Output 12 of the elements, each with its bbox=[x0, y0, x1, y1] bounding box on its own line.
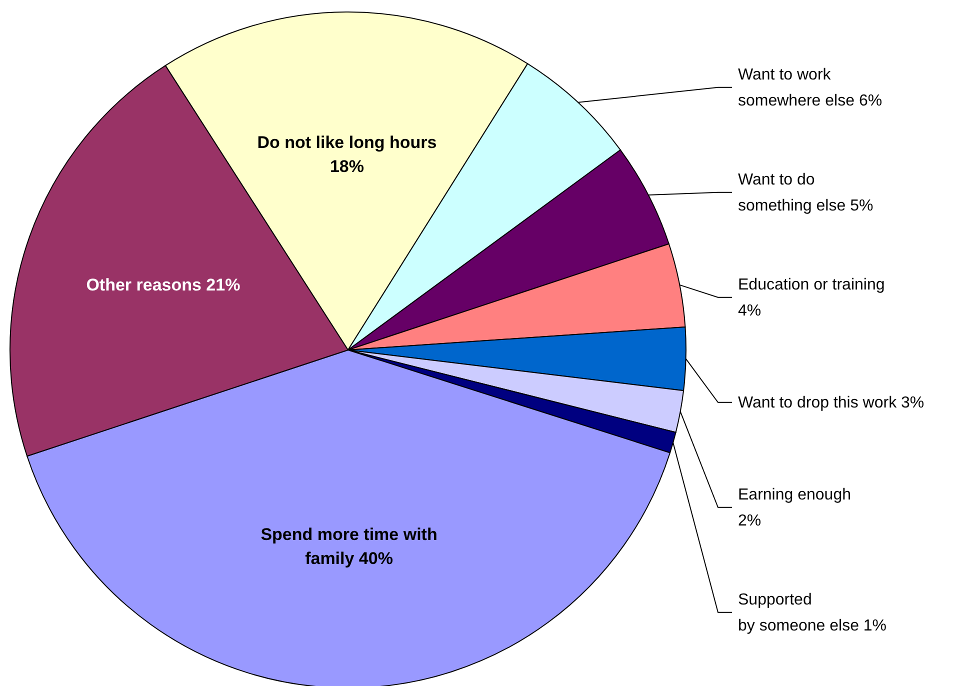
slice-label: Earning enough bbox=[738, 486, 851, 503]
data-label: 18% bbox=[330, 156, 364, 176]
slice-label: Want to work somewhere else 6% bbox=[738, 66, 882, 109]
data-label: 2% bbox=[738, 512, 762, 529]
slice-label: Do not like long hours bbox=[257, 132, 437, 152]
data-label: 4% bbox=[738, 302, 762, 319]
slice-label: Other reasons 21% bbox=[86, 275, 240, 294]
slice-label: Want to do something else 5% bbox=[738, 170, 874, 214]
slice-label: Spend more time with family 40% bbox=[260, 524, 438, 568]
slice-label: Supported by someone else 1% bbox=[738, 590, 887, 634]
slice-label: Education or training bbox=[738, 276, 885, 293]
slice-label: Want to drop this work 3% bbox=[738, 394, 924, 411]
